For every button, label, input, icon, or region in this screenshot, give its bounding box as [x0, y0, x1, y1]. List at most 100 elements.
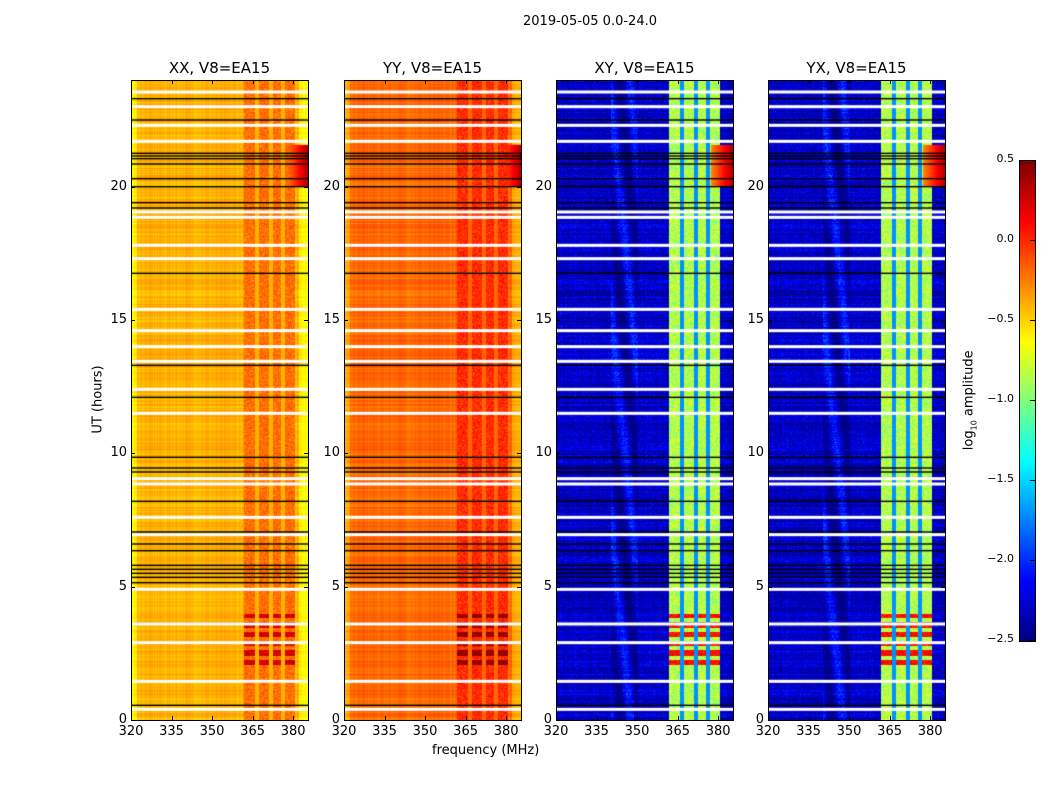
x-tick: [889, 80, 891, 84]
x-tick: [212, 716, 214, 720]
colorbar-tick-label: −2.0: [987, 552, 1014, 565]
colorbar-tick-label: 0.0: [996, 232, 1015, 245]
x-tick: [506, 80, 508, 84]
x-tick-label: 335: [372, 724, 397, 739]
x-tick-label: 365: [665, 724, 690, 739]
x-tick: [718, 716, 720, 720]
y-tick: [556, 320, 560, 321]
axes-frame: [556, 80, 734, 721]
y-tick: [131, 186, 135, 188]
colorbar-tick: [1030, 640, 1035, 641]
x-tick: [889, 716, 891, 720]
y-tick-label: 10: [535, 445, 552, 461]
axes-frame: [344, 80, 522, 721]
x-tick: [930, 716, 932, 720]
y-tick-label: 5: [331, 578, 340, 594]
y-tick: [941, 720, 945, 721]
x-tick-label: 335: [584, 724, 609, 739]
y-tick-label: 15: [110, 312, 127, 327]
y-tick: [344, 586, 348, 588]
y-tick: [517, 586, 521, 588]
x-tick: [677, 80, 679, 84]
x-tick: [465, 716, 467, 720]
figure-title: 2019-05-05 0.0-24.0: [523, 14, 657, 29]
heatmap-yx: [768, 80, 945, 720]
x-tick: [171, 80, 173, 84]
x-tick-label: 380: [917, 724, 943, 739]
x-tick: [808, 716, 810, 720]
y-tick: [344, 320, 348, 321]
x-tick: [637, 80, 639, 84]
x-tick: [131, 80, 132, 84]
y-tick: [131, 586, 135, 588]
colorbar-tick-label: −0.5: [987, 312, 1014, 325]
x-tick-label: 335: [159, 724, 184, 739]
colorbar-tick: [1030, 160, 1035, 161]
y-tick: [131, 453, 135, 455]
x-tick-label: 320: [755, 724, 781, 739]
y-tick: [729, 320, 733, 321]
x-tick-label: 350: [412, 724, 438, 739]
x-tick: [768, 716, 769, 720]
colorbar: [1019, 160, 1036, 642]
x-tick: [344, 80, 345, 84]
y-tick: [517, 453, 521, 455]
x-tick-label: 380: [280, 724, 306, 739]
x-tick-label: 380: [705, 724, 731, 739]
x-tick: [293, 80, 295, 84]
x-tick: [849, 716, 851, 720]
y-tick-label: 5: [755, 578, 764, 594]
colorbar-tick: [1030, 560, 1035, 561]
colorbar-tick: [1030, 320, 1035, 321]
x-tick: [596, 716, 598, 720]
x-tick-label: 350: [624, 724, 650, 739]
x-tick-label: 365: [240, 724, 265, 739]
y-tick: [304, 453, 308, 455]
heatmap-xx: [131, 80, 308, 720]
x-tick-label: 320: [118, 724, 144, 739]
colorbar-tick: [1030, 240, 1035, 241]
y-tick-label: 5: [543, 578, 552, 594]
y-tick: [768, 320, 772, 321]
heatmap-xy: [556, 80, 733, 720]
axes-frame: [131, 80, 309, 721]
x-tick: [596, 80, 598, 84]
y-tick-label: 20: [323, 178, 340, 194]
y-tick: [517, 320, 521, 321]
heatmap-yy: [344, 80, 521, 720]
y-tick-label: 15: [323, 312, 340, 327]
y-tick: [941, 320, 945, 321]
y-tick: [768, 186, 772, 188]
y-tick: [304, 586, 308, 588]
axes-frame: [768, 80, 946, 721]
x-tick: [677, 716, 679, 720]
x-tick: [465, 80, 467, 84]
y-tick-label: 0: [755, 712, 764, 727]
y-tick-label: 20: [535, 178, 552, 194]
colorbar-tick: [1030, 400, 1035, 401]
x-tick-label: 365: [453, 724, 478, 739]
x-tick: [506, 716, 508, 720]
y-tick: [768, 720, 772, 721]
colorbar-tick-label: −1.0: [987, 392, 1014, 405]
x-tick-label: 365: [877, 724, 902, 739]
x-tick: [425, 80, 427, 84]
x-tick: [556, 716, 557, 720]
x-tick-label: 350: [199, 724, 225, 739]
y-tick: [556, 586, 560, 588]
panel-title-yx: YX, V8=EA15: [806, 59, 907, 77]
x-tick: [171, 716, 173, 720]
colorbar-tick-label: −2.5: [987, 632, 1014, 645]
x-axis-label: frequency (MHz): [432, 743, 540, 758]
y-tick: [344, 720, 348, 721]
y-tick: [768, 586, 772, 588]
y-tick: [517, 186, 521, 188]
x-tick: [131, 716, 132, 720]
y-tick-label: 10: [323, 445, 340, 461]
y-tick: [304, 720, 308, 721]
y-tick: [729, 586, 733, 588]
x-tick: [384, 80, 386, 84]
x-tick: [344, 716, 345, 720]
y-tick: [941, 453, 945, 455]
